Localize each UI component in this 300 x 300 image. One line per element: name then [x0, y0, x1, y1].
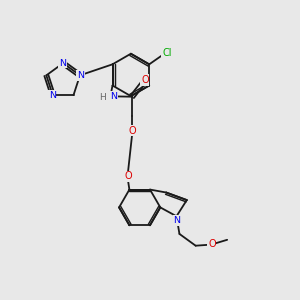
- Text: N: N: [110, 92, 117, 101]
- Text: N: N: [59, 58, 66, 68]
- Text: N: N: [174, 216, 181, 225]
- Text: O: O: [141, 75, 149, 85]
- Text: H: H: [99, 93, 106, 102]
- Text: O: O: [208, 239, 216, 249]
- Text: N: N: [77, 71, 84, 80]
- Text: O: O: [128, 126, 136, 136]
- Text: N: N: [49, 91, 56, 100]
- Text: Cl: Cl: [162, 48, 172, 58]
- Text: O: O: [124, 171, 132, 181]
